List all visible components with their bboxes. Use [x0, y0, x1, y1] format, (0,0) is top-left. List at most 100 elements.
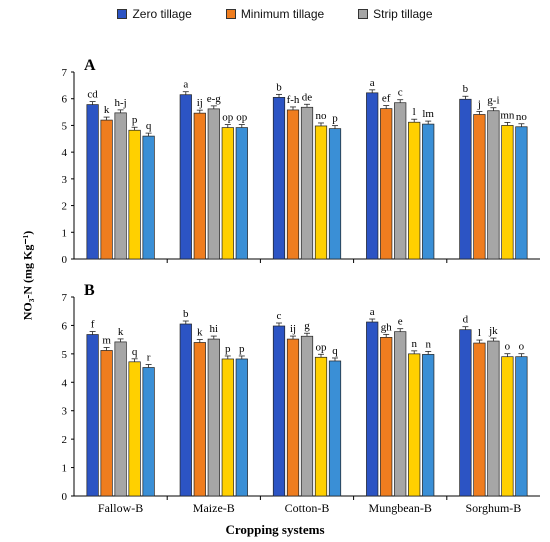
- data-label: ef: [382, 93, 391, 105]
- panel-A-y-tick-label: 7: [62, 67, 68, 79]
- bar: [300, 335, 314, 497]
- data-label: g-i: [487, 95, 499, 107]
- bar: [207, 108, 220, 260]
- data-label: hi: [210, 323, 219, 335]
- panel-B-y-tick-label: 6: [62, 320, 68, 332]
- bar: [459, 329, 472, 497]
- bar: [114, 112, 127, 260]
- bar: [314, 356, 328, 497]
- data-label: q: [132, 346, 138, 358]
- panel-A-y-tick-label: 5: [62, 120, 68, 132]
- data-label: c: [398, 87, 403, 99]
- category-label: Cotton-B: [285, 501, 330, 515]
- data-label: n: [411, 338, 417, 350]
- bar: [114, 341, 127, 497]
- bar: [128, 361, 141, 497]
- data-label: ij: [290, 323, 296, 335]
- legend-swatch-strip-tillage: [358, 9, 369, 19]
- data-label: a: [370, 306, 375, 318]
- legend-label-zero-tillage: Zero tillage: [132, 7, 192, 21]
- bar: [193, 112, 206, 260]
- data-label: p: [225, 343, 231, 355]
- data-label: k: [118, 326, 124, 338]
- data-label: op: [222, 112, 234, 124]
- bar: [394, 331, 407, 497]
- category-label: Fallow-B: [98, 501, 143, 515]
- bar: [286, 338, 300, 497]
- data-label: jk: [488, 325, 498, 337]
- data-label: op: [236, 112, 248, 124]
- bar: [221, 358, 234, 497]
- bar: [86, 334, 99, 497]
- panel-B-y-tick-label: 5: [62, 349, 68, 361]
- data-label: no: [316, 110, 328, 122]
- bar: [501, 356, 514, 497]
- bar: [286, 109, 300, 260]
- data-label: r: [147, 352, 151, 364]
- data-label: q: [332, 345, 338, 357]
- data-label: q: [146, 120, 152, 132]
- y-axis-label: NO₃-N (mg Kg⁻¹): [20, 230, 35, 321]
- data-label: p: [332, 113, 338, 125]
- data-label: gh: [381, 321, 393, 333]
- panel-A-y-tick-label: 4: [62, 147, 68, 159]
- panel-A-y-tick-label: 6: [62, 94, 68, 106]
- bar: [86, 104, 99, 260]
- bar: [179, 323, 192, 497]
- data-label: m: [102, 334, 111, 346]
- bar: [142, 367, 155, 497]
- data-label: p: [239, 343, 245, 355]
- legend-item-zero-tillage: Zero tillage: [117, 4, 192, 24]
- bar: [408, 353, 421, 497]
- data-label: e-g: [207, 93, 222, 105]
- data-label: l: [478, 327, 481, 339]
- data-label: d: [463, 314, 469, 326]
- panel-A-y-tick-label: 0: [62, 254, 68, 266]
- bar: [380, 337, 393, 497]
- panel-B-y-tick-label: 0: [62, 491, 68, 503]
- panel-B-y-tick-label: 3: [62, 406, 68, 418]
- data-label: n: [425, 338, 431, 350]
- data-label: b: [183, 308, 189, 320]
- data-label: a: [370, 77, 375, 89]
- bar: [473, 342, 486, 497]
- data-label: de: [302, 91, 313, 103]
- bar: [142, 135, 155, 260]
- bar: [473, 114, 486, 260]
- legend: Zero tillage Minimum tillage Strip tilla…: [0, 4, 550, 24]
- data-label: k: [197, 326, 203, 338]
- bar: [193, 342, 206, 497]
- panel-A-y-tick-label: 3: [62, 174, 68, 186]
- bar: [235, 358, 248, 497]
- data-label: ij: [197, 97, 203, 109]
- bar: [128, 129, 141, 260]
- bar: [422, 354, 435, 497]
- bar: [422, 123, 435, 260]
- category-label: Sorghum-B: [466, 501, 522, 515]
- bar: [459, 98, 472, 260]
- bar: [272, 97, 286, 260]
- category-label: Mungbean-B: [369, 501, 432, 515]
- legend-swatch-minimum-tillage: [225, 9, 236, 19]
- bar: [179, 94, 192, 260]
- data-label: b: [276, 81, 282, 93]
- bar: [408, 121, 421, 260]
- data-label: op: [316, 341, 328, 353]
- bar: [394, 102, 407, 260]
- data-label: mn: [500, 109, 515, 121]
- data-label: o: [519, 341, 525, 353]
- panel-label-A: A: [84, 57, 96, 74]
- category-label: Maize-B: [193, 501, 235, 515]
- x-axis-label: Cropping systems: [225, 522, 325, 537]
- data-label: c: [277, 310, 282, 322]
- panel-A-y-tick-label: 1: [62, 227, 68, 239]
- bar: [272, 325, 286, 497]
- bar: [207, 338, 220, 497]
- data-label: h-j: [114, 97, 126, 109]
- bar: [487, 110, 500, 260]
- data-label: a: [183, 79, 188, 91]
- bar: [328, 360, 342, 497]
- panel-B-y-tick-label: 4: [62, 377, 68, 389]
- legend-item-strip-tillage: Strip tillage: [358, 4, 433, 24]
